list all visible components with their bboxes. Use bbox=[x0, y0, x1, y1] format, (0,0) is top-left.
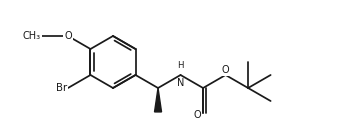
Text: O: O bbox=[193, 110, 201, 120]
Text: O: O bbox=[222, 65, 229, 75]
Polygon shape bbox=[155, 88, 161, 112]
Text: Br: Br bbox=[56, 83, 67, 93]
Text: H: H bbox=[177, 62, 184, 71]
Text: N: N bbox=[177, 78, 184, 88]
Text: O: O bbox=[64, 31, 72, 41]
Text: CH₃: CH₃ bbox=[23, 31, 41, 41]
